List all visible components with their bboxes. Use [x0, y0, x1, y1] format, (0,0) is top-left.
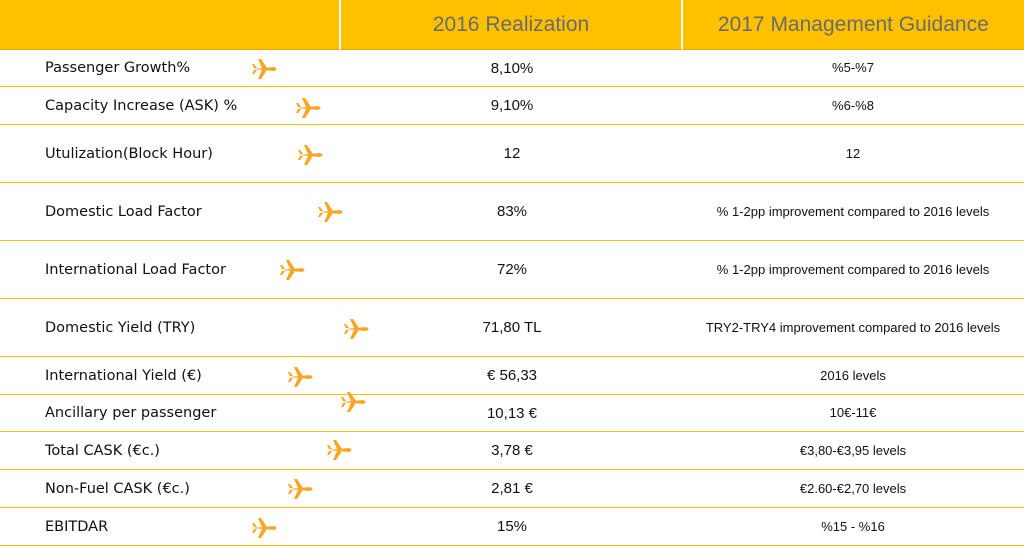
airplane-icon — [252, 59, 277, 79]
header-2016-realization: 2016 Realization — [341, 0, 683, 50]
table-row: Passenger Growth% 8,10% %5-%7 — [0, 50, 1024, 87]
airplane-icon — [252, 518, 277, 538]
guidance-value: €2.60-€2,70 levels — [799, 480, 907, 496]
metric-label: Domestic Yield (TRY) — [45, 319, 196, 336]
airplane-icon — [298, 145, 323, 165]
realization-value: 12 — [503, 145, 521, 162]
metric-label: Domestic Load Factor — [45, 203, 202, 220]
guidance-value: €3,80-€3,95 levels — [799, 442, 907, 458]
realization-value: € 56,33 — [486, 367, 538, 384]
metric-label: Total CASK (€c.) — [45, 442, 160, 459]
guidance-value: % 1-2pp improvement compared to 2016 lev… — [716, 203, 990, 219]
table-body: Passenger Growth% 8,10% %5-%7 Capacity I… — [0, 50, 1024, 546]
table-row: Utulization(Block Hour) 12 12 — [0, 125, 1024, 183]
table-header: 2016 Realization 2017 Management Guidanc… — [0, 0, 1024, 50]
airplane-icon — [318, 202, 343, 222]
table-row: Total CASK (€c.) 3,78 € €3,80-€3,95 leve… — [0, 432, 1024, 470]
header-metric-column — [0, 0, 342, 50]
guidance-value: %15 - %16 — [821, 518, 885, 534]
metric-label: Utulization(Block Hour) — [45, 145, 213, 162]
airplane-icon — [288, 367, 313, 387]
table-row: Capacity Increase (ASK) % 9,10% %6-%8 — [0, 87, 1024, 125]
guidance-value: TRY2-TRY4 improvement compared to 2016 l… — [705, 319, 1001, 335]
guidance-value: % 1-2pp improvement compared to 2016 lev… — [716, 261, 990, 277]
metric-label: Non-Fuel CASK (€c.) — [45, 480, 190, 497]
metric-label: EBITDAR — [45, 518, 109, 535]
realization-value: 83% — [496, 203, 528, 220]
table-row: International Yield (€) € 56,33 2016 lev… — [0, 357, 1024, 395]
realization-value: 2,81 € — [491, 480, 533, 497]
header-2017-guidance: 2017 Management Guidance — [682, 0, 1024, 50]
table-row: Non-Fuel CASK (€c.) 2,81 € €2.60-€2,70 l… — [0, 470, 1024, 508]
realization-value: 10,13 € — [486, 404, 538, 422]
guidance-value: %6-%8 — [832, 97, 874, 113]
table-row: Domestic Load Factor 83% % 1-2pp improve… — [0, 183, 1024, 241]
realization-value: 72% — [496, 261, 528, 278]
guidance-value: %5-%7 — [832, 60, 874, 75]
metric-label: International Load Factor — [45, 261, 226, 278]
metric-label: Ancillary per passenger — [45, 405, 217, 421]
guidance-value: 2016 levels — [820, 367, 886, 383]
airplane-icon — [280, 260, 305, 280]
airplane-icon — [327, 440, 352, 460]
realization-value: 71,80 TL — [482, 319, 542, 336]
metric-label: International Yield (€) — [45, 367, 202, 384]
airplane-icon — [344, 319, 369, 339]
guidance-value: 10€-11€ — [829, 405, 877, 420]
metric-label: Capacity Increase (ASK) % — [45, 97, 238, 114]
metric-label: Passenger Growth% — [45, 60, 191, 76]
realization-value: 15% — [496, 518, 528, 535]
airplane-icon — [341, 392, 366, 412]
realization-value: 9,10% — [490, 97, 534, 114]
table-row: EBITDAR 15% %15 - %16 — [0, 508, 1024, 546]
airplane-icon — [296, 98, 321, 118]
table-row: International Load Factor 72% % 1-2pp im… — [0, 241, 1024, 299]
guidance-value: 12 — [845, 145, 861, 161]
airplane-icon — [288, 479, 313, 499]
table-row: Domestic Yield (TRY) 71,80 TL TRY2-TRY4 … — [0, 299, 1024, 357]
table-row: Ancillary per passenger 10,13 € 10€-11€ — [0, 392, 1024, 432]
realization-value: 8,10% — [490, 59, 534, 77]
realization-value: 3,78 € — [491, 442, 533, 459]
